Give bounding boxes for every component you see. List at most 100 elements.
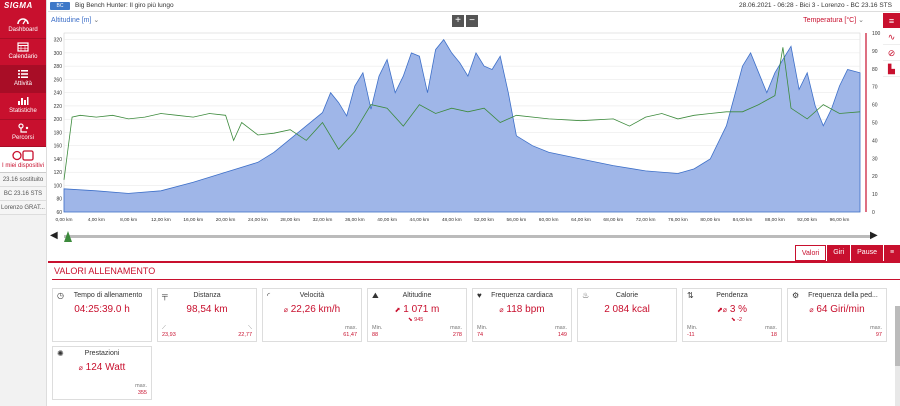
card-value: ⌀ 124 Watt — [78, 362, 126, 373]
y1-tick-label: 220 — [54, 104, 63, 110]
y1-tick-label: 180 — [54, 130, 63, 136]
sidebar-item-activities[interactable]: Attività — [0, 66, 46, 93]
activity-list-icon — [0, 66, 46, 80]
card-value: 04:25:39.0 h — [74, 304, 130, 315]
card-title: Prestazioni — [84, 350, 120, 357]
uphill-icon: ⬈⌀ — [716, 307, 728, 314]
x-axis-ticks: 0,00 km 4,00 km 8,00 km 12,00 km 16,00 km 20,… — [55, 217, 849, 223]
y2-tick-label: 30 — [872, 156, 878, 162]
no-filter-icon[interactable]: ⊘ — [883, 45, 900, 61]
y1-tick-label: 200 — [54, 117, 63, 123]
x-tick-label: 20,00 km — [216, 217, 236, 223]
card-max-label: max. — [450, 325, 462, 331]
y1-axis-label: Altitudine [m] — [51, 17, 92, 24]
y2-tick-label: 80 — [872, 67, 878, 73]
bar-chart-icon[interactable]: ▙ — [883, 61, 900, 77]
uphill-icon: ⟋ — [162, 325, 166, 331]
card-title: Tempo di allenamento — [73, 292, 143, 299]
sidebar-item-calendar[interactable]: Calendario — [0, 39, 46, 66]
slider-left-handle[interactable]: ◀ — [50, 230, 58, 241]
card-max-label: max. — [135, 383, 147, 389]
x-tick-label: 92,00 km — [797, 217, 817, 223]
slider-right-handle[interactable]: ▶ — [870, 230, 878, 241]
activity-title: Big Bench Hunter: Il giro più lungo — [75, 2, 174, 9]
sidebar-item-statistics[interactable]: Statistiche — [0, 93, 46, 120]
route-icon — [0, 120, 46, 134]
altitude-series — [63, 38, 861, 213]
altitude-temperature-chart[interactable]: 6080100120140160180200220240260280300320… — [48, 27, 882, 230]
card-title: Distanza — [193, 292, 221, 299]
chevron-down-icon: ⌄ — [858, 17, 864, 24]
card-max-value: 149 — [557, 332, 567, 338]
card-min-label: Min. — [687, 325, 698, 331]
device-row[interactable]: Lorenzo GRAT... — [0, 201, 46, 215]
card-training-time: ◷ Tempo di allenamento 04:25:39.0 h — [52, 288, 152, 342]
device-row[interactable]: 23.16 sostituito — [0, 173, 46, 187]
y2-axis-select[interactable]: Temperatura [°C] ⌄ — [803, 16, 864, 24]
chevron-down-icon: ⌄ — [93, 17, 100, 24]
menu-icon[interactable]: ≡ — [883, 13, 900, 29]
tab-values[interactable]: Valori — [794, 245, 827, 261]
top-bar: BC Big Bench Hunter: Il giro più lungo 2… — [48, 0, 900, 12]
card-min-value: 74 — [477, 332, 484, 338]
divider — [48, 261, 900, 263]
tab-laps[interactable]: Giri — [826, 245, 851, 261]
device-row[interactable]: BC 23.16 STS — [0, 187, 46, 201]
card-heart-rate: ♥ Frequenza cardiaca ⌀ 118 bpm Min. 74 m… — [472, 288, 572, 342]
power-icon: ✺ — [57, 349, 64, 358]
range-slider[interactable]: ◀ ▶ — [48, 230, 900, 243]
sidebar-item-label: Statistiche — [9, 108, 37, 114]
menu-icon[interactable]: ≡ — [883, 245, 900, 261]
card-value: ⌀ 118 bpm — [499, 304, 545, 315]
y2-tick-label: 50 — [872, 121, 878, 127]
card-max-value: 97 — [875, 332, 882, 338]
y1-axis-select[interactable]: Altitudine [m] ⌄ — [51, 16, 99, 24]
card-max-label: max. — [765, 325, 777, 331]
sigma-logo[interactable]: SIGMA — [0, 0, 46, 12]
card-max-label: max. — [870, 325, 882, 331]
x-tick-label: 64,00 km — [571, 217, 591, 223]
card-downhill-value: 22,77 — [238, 332, 252, 338]
tab-pauses[interactable]: Pause — [850, 245, 883, 261]
card-distance: ╤ Distanza 98,54 km ⟋ 23,93 ⟍ 22,77 — [157, 288, 257, 342]
x-tick-label: 16,00 km — [183, 217, 203, 223]
y1-tick-label: 240 — [54, 91, 63, 97]
downhill-icon: ⟍ — [248, 325, 252, 331]
card-uphill-value: 23,93 — [162, 332, 176, 338]
x-tick-label: 52,00 km — [474, 217, 494, 223]
card-title: Pendenza — [716, 292, 748, 299]
activity-meta: 28.06.2021 - 06:28 - Bici 3 - Lorenzo - … — [739, 2, 892, 9]
sidebar-item-dashboard[interactable]: Dashboard — [0, 12, 46, 39]
y1-tick-label: 160 — [54, 144, 63, 150]
y1-tick-label: 120 — [54, 170, 63, 176]
sidebar-item-label: Dashboard — [8, 27, 38, 33]
zoom-out-button[interactable]: − — [466, 15, 478, 27]
y2-tick-label: 20 — [872, 174, 878, 180]
card-max-value: 18 — [770, 332, 777, 338]
average-icon: ⌀ — [499, 307, 504, 314]
sidebar-item-devices[interactable]: I miei dispositivi — [0, 147, 46, 173]
y1-tick-label: 100 — [54, 183, 63, 189]
y2-tick-label: 100 — [872, 31, 881, 37]
card-calories: ♨ Calorie 2 084 kcal — [577, 288, 677, 342]
sidebar-item-routes[interactable]: Percorsi — [0, 120, 46, 147]
x-tick-label: 72,00 km — [636, 217, 656, 223]
y1-tick-label: 300 — [54, 51, 63, 57]
zoom-in-button[interactable]: + — [452, 15, 464, 27]
y2-axis-label: Temperatura [°C] — [803, 17, 857, 24]
y1-tick-label: 260 — [54, 77, 63, 83]
temperature-line — [63, 47, 861, 180]
temperature-series — [63, 47, 861, 180]
x-tick-label: 44,00 km — [410, 217, 430, 223]
mountain-icon: ⛰ — [372, 291, 379, 300]
chart-line-icon[interactable]: ∿ — [883, 29, 900, 45]
speedometer-icon: ◜ — [267, 291, 271, 300]
y1-tick-label: 80 — [56, 197, 62, 203]
scrollbar-thumb[interactable] — [895, 306, 900, 366]
slope-icon: ⇅ — [687, 291, 694, 300]
dashboard-icon — [0, 12, 46, 26]
card-value: ⬈ 1 071 m — [394, 304, 440, 315]
clock-icon: ◷ — [57, 291, 64, 300]
activity-user: Lorenzo — [821, 2, 845, 9]
